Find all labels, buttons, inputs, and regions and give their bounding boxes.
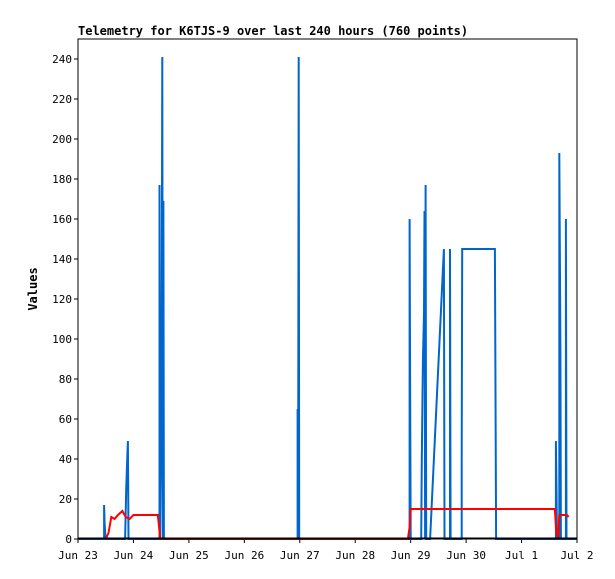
y-tick-label: 240 <box>52 53 72 66</box>
y-tick-label: 20 <box>59 493 72 506</box>
x-tick-label: Jul 2 <box>560 549 593 562</box>
y-tick-label: 140 <box>52 253 72 266</box>
x-tick-label: Jun 28 <box>335 549 375 562</box>
y-tick-label: 160 <box>52 213 72 226</box>
y-axis-label: Values <box>26 267 40 310</box>
series-line-2 <box>104 508 570 540</box>
plot-frame <box>77 38 578 540</box>
y-tick-label: 180 <box>52 173 72 186</box>
x-tick-label: Jun 25 <box>169 549 209 562</box>
y-tick-label: 0 <box>65 533 72 546</box>
y-tick-label: 100 <box>52 333 72 346</box>
x-tick-label: Jul 1 <box>505 549 538 562</box>
x-tick-label: Jun 27 <box>280 549 320 562</box>
y-tick-label: 60 <box>59 413 72 426</box>
y-axis-ticks: 0 20 40 60 80 100 120 140 160 180 200 220 240 <box>52 53 78 546</box>
x-tick-label: Jun 26 <box>224 549 264 562</box>
y-tick-label: 80 <box>59 373 72 386</box>
chart-title: Telemetry for K6TJS-9 over last 240 hour… <box>78 24 468 38</box>
y-tick-label: 220 <box>52 93 72 106</box>
y-tick-label: 40 <box>59 453 72 466</box>
x-tick-label: Jun 23 <box>58 549 98 562</box>
x-axis-ticks: Jun 23 Jun 24 Jun 25 Jun 26 Jun 27 Jun 28 Jun … <box>58 539 594 562</box>
series-line-1 <box>78 56 577 540</box>
y-tick-label: 200 <box>52 133 72 146</box>
y-tick-label: 120 <box>52 293 72 306</box>
x-tick-label: Jun 29 <box>391 549 431 562</box>
x-tick-label: Jun 30 <box>446 549 486 562</box>
series-layer <box>78 56 577 540</box>
x-tick-label: Jun 24 <box>114 549 154 562</box>
